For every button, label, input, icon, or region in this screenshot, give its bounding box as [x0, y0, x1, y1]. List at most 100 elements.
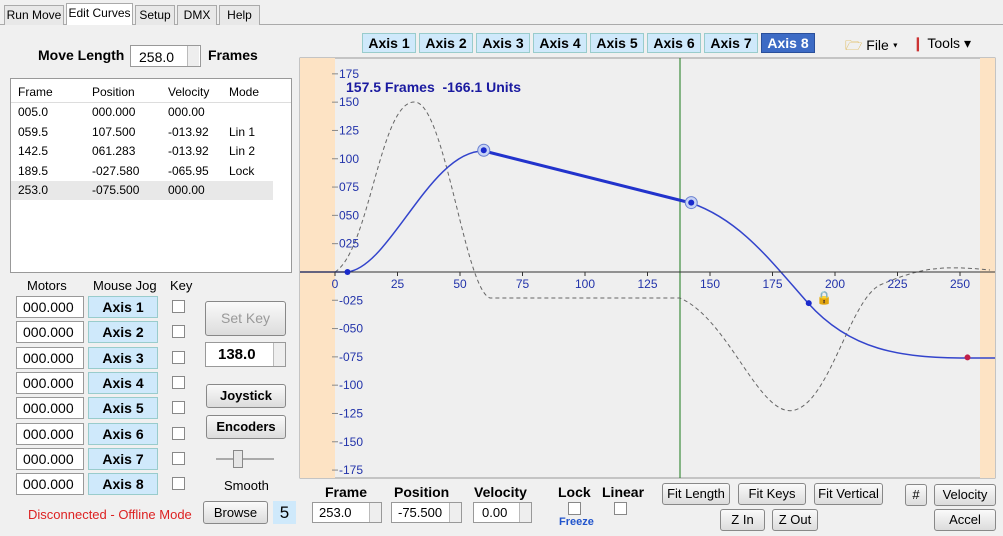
key-frame-input[interactable]: 138.0	[205, 342, 286, 367]
key-checkbox[interactable]	[172, 350, 185, 364]
axis-jog-button[interactable]: Axis 4	[88, 371, 158, 394]
x-tick-label: 150	[700, 277, 720, 291]
y-tick-label: -100	[339, 378, 363, 392]
joystick-button[interactable]: Joystick	[206, 384, 286, 408]
axis-jog-button[interactable]: Axis 8	[88, 473, 158, 496]
frame-input[interactable]: 253.0	[312, 502, 382, 523]
motor-value[interactable]: 000.000	[16, 447, 84, 470]
motors-header: Motors	[27, 278, 67, 293]
x-tick-label: 100	[575, 277, 595, 291]
x-tick-label: 25	[391, 277, 405, 291]
axis-tab[interactable]: Axis 5	[590, 33, 644, 53]
table-cell: -013.92	[168, 124, 209, 139]
tab[interactable]: Help	[219, 5, 260, 25]
table-cell: 061.283	[92, 144, 136, 158]
y-tick-label: -175	[339, 463, 363, 477]
slider-thumb[interactable]	[233, 450, 243, 468]
tab[interactable]: Edit Curves	[66, 3, 133, 25]
spinner[interactable]	[273, 343, 285, 366]
accel-button[interactable]: Accel	[934, 509, 996, 531]
axis-tab[interactable]: Axis 2	[419, 33, 473, 53]
table-cell: Lock	[229, 163, 255, 178]
table-cell: -027.580	[92, 163, 140, 178]
fit-keys-button[interactable]: Fit Keys	[738, 483, 806, 505]
tools-menu[interactable]: ❙ Tools ▾	[912, 35, 971, 51]
x-tick-label: 0	[332, 277, 339, 291]
file-label: File	[866, 37, 889, 53]
y-tick-label: -150	[339, 435, 363, 449]
table-cell: 253.0	[18, 183, 49, 197]
key-checkbox[interactable]	[172, 325, 185, 339]
y-tick-label: -050	[339, 322, 363, 336]
y-tick-label: 125	[339, 123, 359, 137]
file-menu[interactable]: 🗁 File ▾	[845, 37, 898, 53]
set-key-button[interactable]: Set Key	[205, 301, 286, 336]
tab[interactable]: Setup	[135, 5, 175, 25]
axis-tab[interactable]: Axis 6	[647, 33, 701, 53]
zoom-in-button[interactable]: Z In	[720, 509, 765, 531]
motor-value[interactable]: 000.000	[16, 296, 84, 318]
table-cell: 107.500	[92, 124, 136, 139]
spinner[interactable]	[449, 503, 461, 522]
key-checkbox[interactable]	[172, 375, 185, 389]
motor-value[interactable]: 000.000	[16, 473, 84, 496]
axis-jog-button[interactable]: Axis 1	[88, 296, 158, 318]
axis-tab[interactable]: Axis 1	[362, 33, 416, 53]
motor-value[interactable]: 000.000	[16, 321, 84, 344]
key-checkbox[interactable]	[172, 300, 185, 313]
freeze-label: Freeze	[559, 516, 594, 528]
move-length-label: Move Length	[38, 47, 125, 63]
axis-jog-button[interactable]: Axis 6	[88, 422, 158, 445]
tab[interactable]: Run Move	[4, 5, 64, 25]
key-checkbox[interactable]	[172, 401, 185, 415]
hash-button[interactable]: #	[905, 484, 927, 506]
axis-tab[interactable]: Axis 7	[704, 33, 758, 53]
move-length-unit: Frames	[208, 47, 258, 63]
axis-tab[interactable]: Axis 3	[476, 33, 530, 53]
table-cell: 142.5	[18, 144, 49, 158]
browse-button[interactable]: Browse	[203, 501, 268, 524]
table-cell: 005.0	[18, 105, 49, 119]
readout: 157.5 Frames -166.1 Units	[346, 79, 521, 95]
key-checkbox[interactable]	[172, 426, 185, 440]
status: Disconnected - Offline Mode	[28, 507, 192, 522]
key-table	[10, 78, 292, 273]
axis-jog-button[interactable]: Axis 5	[88, 397, 158, 420]
spinner[interactable]	[187, 46, 199, 66]
key-checkbox[interactable]	[172, 451, 185, 465]
motor-value[interactable]: 000.000	[16, 397, 84, 420]
velocity-input[interactable]: 0.00	[473, 502, 532, 523]
spinner[interactable]	[369, 503, 381, 522]
position-input[interactable]: -75.500	[391, 502, 462, 523]
fit-length-button[interactable]: Fit Length	[662, 483, 730, 505]
x-tick-label: 200	[825, 277, 845, 291]
axis-jog-button[interactable]: Axis 2	[88, 321, 158, 344]
slider-track	[216, 458, 274, 460]
x-tick-label: 175	[762, 277, 782, 291]
table-cell: 000.00	[168, 105, 205, 119]
y-tick-label: -075	[339, 350, 363, 364]
zoom-out-button[interactable]: Z Out	[772, 509, 818, 531]
velocity-button[interactable]: Velocity	[934, 484, 996, 506]
motor-value[interactable]: 000.000	[16, 371, 84, 394]
fit-vertical-button[interactable]: Fit Vertical	[814, 483, 883, 505]
key-point	[480, 147, 487, 154]
axis-tab[interactable]: Axis 8	[761, 33, 815, 53]
axis-jog-button[interactable]: Axis 7	[88, 447, 158, 470]
table-cell: Lin 1	[229, 124, 256, 139]
tab[interactable]: DMX	[177, 5, 217, 25]
lock-checkbox[interactable]	[568, 502, 581, 515]
table-cell: -013.92	[168, 144, 209, 158]
encoders-button[interactable]: Encoders	[206, 415, 286, 439]
y-tick-label: 025	[339, 237, 359, 251]
move-length-input[interactable]: 258.0	[130, 45, 201, 67]
motor-value[interactable]: 000.000	[16, 346, 84, 369]
spinner[interactable]	[519, 503, 531, 522]
linear-checkbox[interactable]	[614, 502, 627, 515]
axis-tab[interactable]: Axis 4	[533, 33, 587, 53]
motor-value[interactable]: 000.000	[16, 422, 84, 445]
axis-jog-button[interactable]: Axis 3	[88, 346, 158, 369]
key-checkbox[interactable]	[172, 477, 185, 491]
